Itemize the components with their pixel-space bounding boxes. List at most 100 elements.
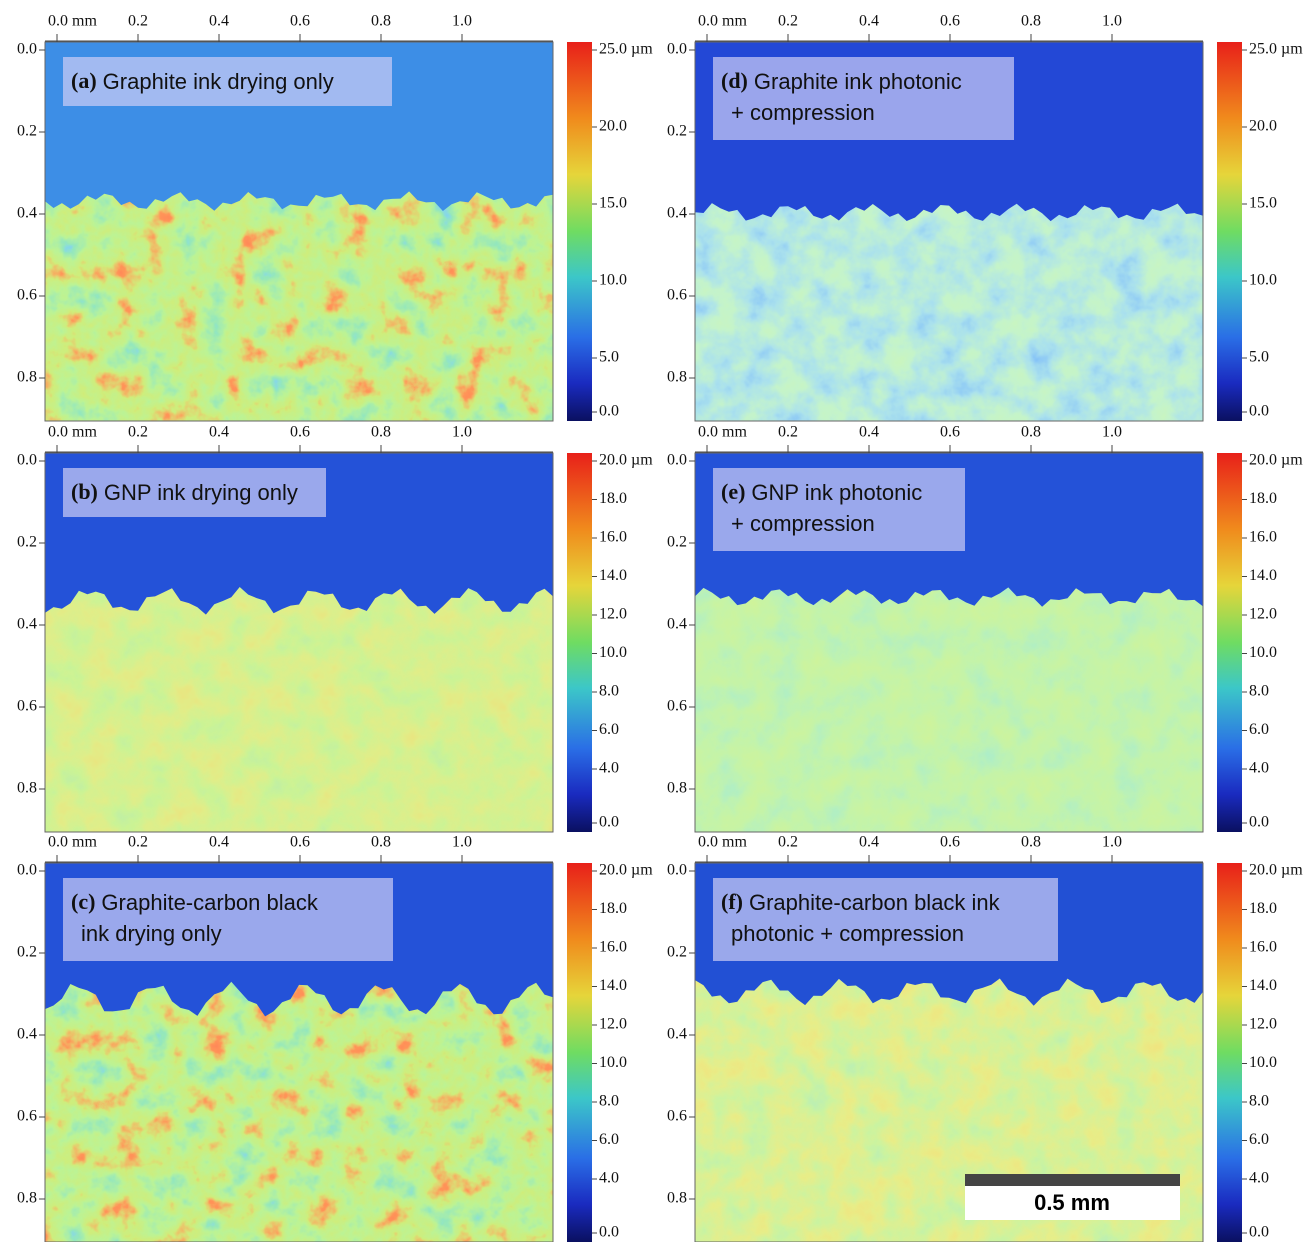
panel-label: (b): [71, 479, 98, 504]
y-tick-label: 0.2: [667, 123, 687, 140]
x-tick-label: 0.8: [371, 424, 391, 441]
y-tick-label: 0.0: [17, 862, 37, 879]
colorbar-tick-label: 14.0: [599, 567, 627, 584]
scale-bar-label: 0.5 mm: [1034, 1190, 1110, 1215]
y-tick-label: 0.2: [17, 534, 37, 551]
scale-bar: [965, 1174, 1180, 1186]
height-map-film: [45, 981, 553, 1242]
colorbar-tick-label: 20.0: [1249, 118, 1277, 135]
colorbar: [1217, 453, 1242, 832]
caption-line: Graphite-carbon black: [101, 890, 318, 915]
y-tick-label: 0.4: [17, 1026, 37, 1043]
caption-line: Graphite ink drying only: [103, 69, 334, 94]
colorbar-tick-label: 16.0: [599, 939, 627, 956]
colorbar-tick-label: 4.0: [1249, 1170, 1269, 1187]
y-tick-label: 0.4: [17, 616, 37, 633]
x-tick-label: 0.0 mm: [698, 834, 747, 851]
y-tick-label: 0.4: [17, 205, 37, 222]
y-tick-label: 0.0: [17, 452, 37, 469]
caption-box: [63, 878, 393, 961]
y-tick-label: 0.2: [17, 944, 37, 961]
x-tick-label: 0.6: [940, 424, 960, 441]
colorbar-tick-label: 0.0: [599, 814, 619, 831]
image-frame: [44, 452, 554, 833]
y-tick-label: 0.8: [17, 1190, 37, 1207]
colorbar-tick-label: 12.0: [599, 1016, 627, 1033]
colorbar-tick-label: 8.0: [599, 1093, 619, 1110]
caption: (f) Graphite-carbon black ink: [721, 889, 1001, 915]
colorbar-tick-label: 20.0 µm: [1249, 452, 1303, 469]
x-tick-label: 0.4: [859, 834, 879, 851]
caption-line: + compression: [731, 100, 875, 125]
x-tick-label: 0.2: [128, 424, 148, 441]
image-frame: [694, 41, 1204, 422]
panel-label: (e): [721, 479, 745, 504]
colorbar-tick-label: 20.0 µm: [599, 862, 653, 879]
colorbar-tick-label: 16.0: [1249, 529, 1277, 546]
colorbar-tick-label: 10.0: [599, 644, 627, 661]
colorbar-tick-label: 25.0 µm: [1249, 41, 1303, 58]
colorbar-tick-label: 8.0: [599, 683, 619, 700]
image-frame: [44, 862, 554, 1242]
colorbar-tick-label: 6.0: [1249, 1131, 1269, 1148]
colorbar: [567, 453, 592, 832]
x-tick-label: 0.2: [128, 13, 148, 30]
x-tick-label: 0.4: [209, 13, 229, 30]
y-tick-label: 0.6: [17, 1108, 37, 1125]
colorbar: [1217, 863, 1242, 1242]
caption-line: Graphite ink photonic: [754, 69, 962, 94]
colorbar-tick-label: 14.0: [1249, 977, 1277, 994]
colorbar-tick-label: 20.0: [599, 118, 627, 135]
x-tick-label: 0.0 mm: [698, 424, 747, 441]
caption: (d) Graphite ink photonic: [721, 68, 962, 94]
colorbar-tick-label: 20.0 µm: [599, 452, 653, 469]
x-tick-label: 0.0 mm: [48, 13, 97, 30]
y-tick-label: 0.8: [17, 369, 37, 386]
caption-box: [63, 468, 326, 517]
colorbar-tick-label: 15.0: [1249, 195, 1277, 212]
x-tick-label: 0.6: [290, 424, 310, 441]
colorbar-tick-label: 10.0: [1249, 644, 1277, 661]
y-tick-label: 0.8: [667, 780, 687, 797]
colorbar-tick-label: 8.0: [1249, 1093, 1269, 1110]
caption-box: [713, 878, 1058, 961]
x-tick-label: 1.0: [1102, 834, 1122, 851]
colorbar-tick-label: 16.0: [599, 529, 627, 546]
x-tick-label: 0.0 mm: [48, 424, 97, 441]
x-tick-label: 0.4: [209, 424, 229, 441]
caption-box: [713, 57, 1014, 140]
colorbar-tick-label: 5.0: [599, 349, 619, 366]
image-frame: [44, 41, 554, 422]
image-frame: [694, 452, 1204, 833]
colorbar-tick-label: 8.0: [1249, 683, 1269, 700]
colorbar-tick-label: 25.0 µm: [599, 41, 653, 58]
colorbar-tick-label: 16.0: [1249, 939, 1277, 956]
x-tick-label: 0.8: [1021, 834, 1041, 851]
y-tick-label: 0.6: [667, 1108, 687, 1125]
colorbar-tick-label: 10.0: [1249, 272, 1277, 289]
colorbar-tick-label: 10.0: [599, 272, 627, 289]
x-tick-label: 1.0: [452, 13, 472, 30]
colorbar: [567, 863, 592, 1242]
colorbar-tick-label: 0.0: [1249, 1224, 1269, 1241]
y-tick-label: 0.0: [667, 862, 687, 879]
colorbar: [567, 42, 592, 421]
y-tick-label: 0.6: [667, 698, 687, 715]
y-tick-label: 0.8: [17, 780, 37, 797]
caption-box: [713, 468, 965, 551]
colorbar-tick-label: 6.0: [599, 1131, 619, 1148]
caption: (e) GNP ink photonic: [721, 479, 922, 505]
y-tick-label: 0.0: [667, 452, 687, 469]
panel-label: (d): [721, 68, 748, 93]
colorbar-tick-label: 12.0: [599, 606, 627, 623]
caption-line: Graphite-carbon black ink: [749, 890, 1001, 915]
colorbar-tick-label: 18.0: [599, 490, 627, 507]
x-tick-label: 0.6: [940, 13, 960, 30]
y-tick-label: 0.6: [17, 698, 37, 715]
x-tick-label: 0.2: [128, 834, 148, 851]
panel-label: (a): [71, 68, 97, 93]
colorbar-tick-label: 6.0: [599, 721, 619, 738]
colorbar: [1217, 42, 1242, 421]
